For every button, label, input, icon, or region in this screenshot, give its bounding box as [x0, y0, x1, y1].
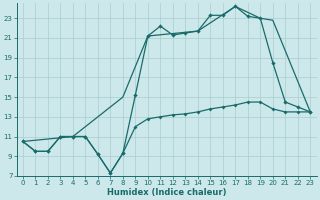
- X-axis label: Humidex (Indice chaleur): Humidex (Indice chaleur): [107, 188, 226, 197]
